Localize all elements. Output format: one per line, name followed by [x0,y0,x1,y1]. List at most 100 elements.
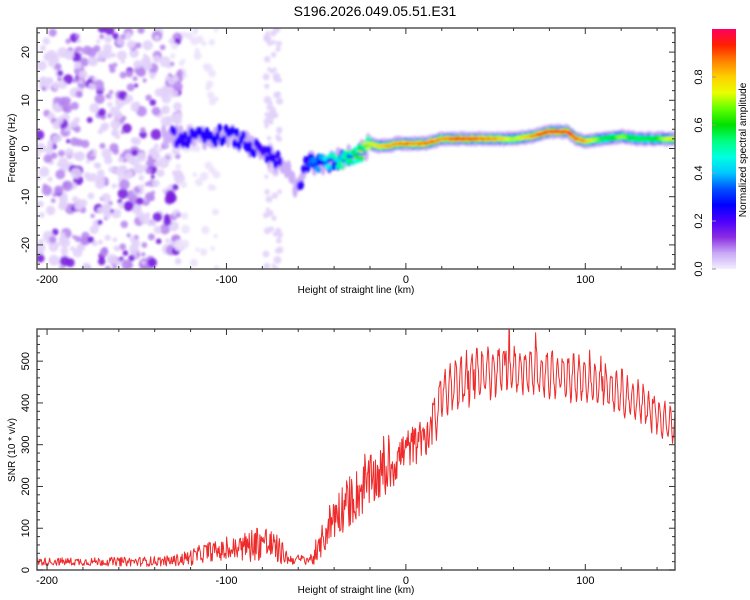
ridge-cell [234,128,240,138]
noise-blob [147,155,153,160]
noise-blob [159,223,171,235]
noise-blob [158,147,163,152]
noise-blob [107,101,113,108]
noise-blob [50,152,58,159]
noise-blob [180,181,188,189]
snr-x-tick-label: -100 [215,575,237,587]
noise-blob [78,244,84,250]
noise-blob [125,94,134,103]
noise-blob [111,211,116,217]
noise-blob [99,34,105,40]
noise-blob [125,34,131,40]
noise-blob [45,205,56,216]
noise-blob [162,189,167,194]
ridge-peak [561,130,567,134]
ridge-peak [548,130,554,134]
noise-blob [97,169,105,177]
noise-blob [264,123,269,129]
noise-blob [54,185,64,195]
noise-blob [205,84,212,91]
noise-blob [73,61,82,70]
noise-blob [267,67,272,72]
noise-blob [192,172,198,177]
noise-blob [112,265,117,269]
noise-blob [168,221,179,232]
noise-blob [63,74,74,85]
snr-y-tick-label: 500 [20,352,32,370]
noise-blob [172,184,179,191]
noise-blob [82,262,91,269]
noise-blob [159,44,166,51]
noise-blob [119,71,127,79]
noise-blob [172,115,183,125]
noise-blob [112,237,118,243]
noise-blob [90,56,98,64]
noise-blob [272,231,278,237]
noise-blob [112,148,120,155]
noise-blob [43,84,50,91]
noise-blob [142,40,153,51]
ridge-peak [467,137,472,141]
noise-blob [275,237,282,244]
noise-blob [131,149,138,156]
snr-y-tick-label: 400 [20,394,32,412]
noise-blob [175,163,182,170]
spectrogram-y-tick-label: 0 [20,145,32,151]
noise-blob [75,33,80,39]
noise-blob [70,120,79,128]
noise-blob [140,184,145,189]
noise-blob [55,242,60,247]
noise-blob [60,247,69,255]
noise-blob [150,129,162,140]
noise-blob [151,179,160,188]
ridge-cell [201,134,208,144]
noise-blob [48,254,60,266]
noise-blob [75,90,83,98]
noise-blob [52,192,57,197]
ridge-peak [442,137,447,141]
ridge-cell [180,138,186,148]
noise-blob [49,236,57,244]
noise-blob [263,262,271,269]
colorbar-tick-label: 0.8 [693,69,705,84]
noise-blob [149,99,157,106]
ridge-cell [266,145,272,155]
noise-blob [64,148,74,158]
ridge-peak [542,131,548,135]
ridge-peak [486,137,491,141]
noise-blob [42,37,51,45]
noise-blob [158,157,170,169]
noise-blob [265,207,270,212]
noise-blob [87,47,97,58]
noise-blob [150,220,157,227]
ridge-peak [423,141,429,145]
ridge-cell [217,123,223,133]
noise-blob [99,124,108,132]
colorbar-tick-label: 0.2 [693,213,705,228]
noise-blob [152,212,163,222]
noise-blob [174,243,183,251]
noise-blob [201,40,207,47]
noise-blob [122,250,129,256]
ridge-cell [621,136,628,139]
snr-y-tick-label: 100 [20,519,32,537]
noise-blob [154,35,160,41]
noise-blob [120,59,126,64]
noise-blob [57,149,65,157]
noise-blob [199,171,209,181]
noise-blob [76,38,81,43]
ridge-peak [435,138,441,142]
noise-blob [117,156,124,163]
ridge-cell [335,164,341,169]
noise-blob [97,108,106,117]
noise-blob [159,56,171,68]
snr-y-axis-label: SNR (10 * v/v) [7,418,18,482]
noise-blob [111,183,117,189]
noise-blob [174,257,182,265]
noise-blob [51,134,59,142]
figure-title: S196.2026.049.05.51.E31 [294,3,457,19]
ridge-cell [324,163,330,169]
ridge-cell [186,135,193,145]
noise-blob [125,172,132,178]
noise-blob [37,142,46,153]
